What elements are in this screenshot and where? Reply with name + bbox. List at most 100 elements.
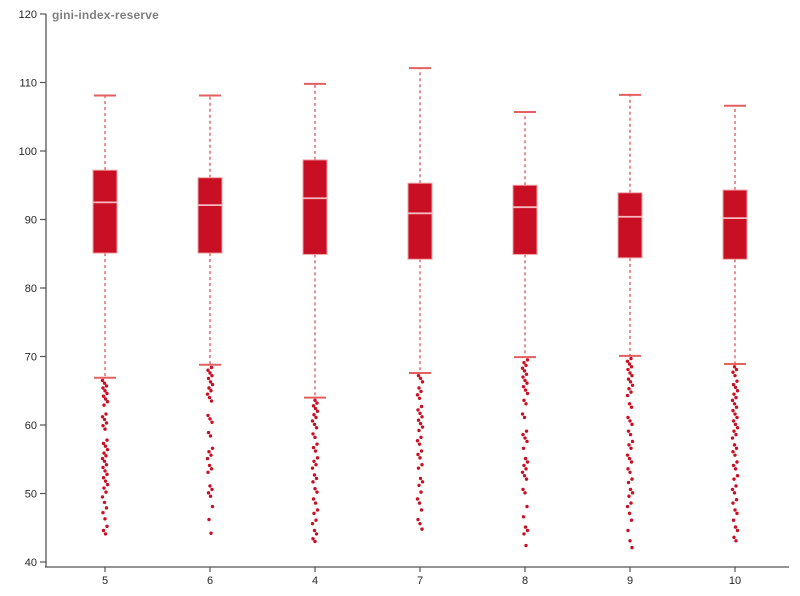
outlier-point xyxy=(415,497,420,501)
y-axis-tick-label: 90 xyxy=(25,215,37,227)
outlier-point xyxy=(419,508,424,512)
outlier-point xyxy=(628,371,632,375)
outlier-point xyxy=(101,423,105,428)
outlier-point xyxy=(626,377,631,381)
outlier-point xyxy=(311,537,315,541)
outlier-point xyxy=(311,404,316,408)
outlier-point xyxy=(520,470,525,474)
outlier-point xyxy=(206,470,210,474)
outlier-point xyxy=(629,446,633,450)
outlier-point xyxy=(418,411,422,416)
outlier-point xyxy=(209,467,214,471)
box[interactable] xyxy=(197,177,223,254)
outlier-point xyxy=(103,389,107,393)
outlier-point xyxy=(315,508,320,512)
outlier-point xyxy=(521,432,525,437)
outlier-point xyxy=(209,365,214,370)
outlier-point xyxy=(207,517,211,522)
outlier-point xyxy=(420,527,424,531)
outlier-point xyxy=(313,435,317,440)
outlier-point xyxy=(523,525,528,529)
outlier-point xyxy=(418,376,423,381)
box[interactable] xyxy=(302,159,328,255)
outlier-point xyxy=(101,528,106,533)
outlier-point xyxy=(522,369,527,373)
outlier-point xyxy=(103,397,108,401)
outlier-point xyxy=(101,510,105,515)
outlier-point xyxy=(102,500,107,505)
outlier-point xyxy=(207,463,212,468)
box[interactable] xyxy=(617,192,643,259)
outlier-point xyxy=(524,477,529,481)
outlier-point xyxy=(205,392,210,396)
outlier-point xyxy=(522,360,526,365)
box[interactable] xyxy=(512,184,538,255)
outlier-point xyxy=(734,395,738,400)
outlier-point xyxy=(313,406,318,411)
outlier-point xyxy=(735,426,740,430)
y-axis-tick-label: 70 xyxy=(25,352,37,364)
outlier-point xyxy=(525,528,530,533)
outlier-point xyxy=(312,413,316,417)
outlier-point xyxy=(735,389,740,393)
outlier-point xyxy=(626,415,630,420)
box[interactable] xyxy=(92,169,118,254)
outlier-point xyxy=(626,480,631,485)
outlier-point xyxy=(625,504,630,509)
outlier-point xyxy=(416,452,420,457)
box[interactable] xyxy=(722,189,748,260)
outlier-point xyxy=(520,366,525,370)
y-axis-tick-label: 50 xyxy=(25,489,37,501)
outlier-point xyxy=(522,415,527,420)
outlier-point xyxy=(310,521,315,526)
y-axis-tick-label: 80 xyxy=(25,283,37,295)
outlier-point xyxy=(521,515,526,519)
outlier-point xyxy=(104,454,108,458)
outlier-point xyxy=(311,480,315,484)
outlier-point xyxy=(735,379,739,383)
outlier-point xyxy=(627,362,632,366)
outlier-point xyxy=(104,463,109,467)
outlier-point xyxy=(734,484,738,488)
outlier-point xyxy=(733,412,737,416)
outlier-point xyxy=(105,524,109,529)
outlier-point xyxy=(416,373,421,378)
outlier-point xyxy=(103,444,108,448)
outlier-point xyxy=(626,467,630,471)
outlier-point xyxy=(313,539,317,544)
outlier-point xyxy=(734,539,738,543)
outlier-point xyxy=(627,443,631,447)
outlier-point xyxy=(734,446,739,450)
outlier-point xyxy=(315,490,319,494)
outlier-point xyxy=(210,382,215,387)
outlier-point xyxy=(315,401,319,405)
outlier-point xyxy=(525,504,529,509)
x-axis-tick-label: 4 xyxy=(312,575,318,587)
outlier-point xyxy=(732,392,736,396)
outlier-point xyxy=(102,459,107,464)
outlier-point xyxy=(419,449,424,453)
outlier-point xyxy=(419,490,423,494)
outlier-point xyxy=(210,487,214,492)
outlier-point xyxy=(416,466,421,470)
box[interactable] xyxy=(407,182,433,260)
outlier-point xyxy=(629,390,633,394)
outlier-point xyxy=(520,412,525,416)
outlier-point xyxy=(629,405,634,409)
outlier-point xyxy=(102,403,106,407)
outlier-point xyxy=(417,386,421,390)
outlier-point xyxy=(628,380,633,384)
outlier-point xyxy=(627,511,632,516)
outlier-point xyxy=(735,415,739,420)
outlier-point xyxy=(420,425,425,429)
outlier-point xyxy=(105,472,109,477)
outlier-point xyxy=(102,381,107,385)
outlier-point xyxy=(630,491,635,495)
outlier-point xyxy=(209,399,214,403)
outlier-point xyxy=(731,450,735,454)
outlier-point xyxy=(628,419,632,423)
outlier-point xyxy=(420,480,425,484)
outlier-point xyxy=(733,453,737,457)
outlier-point xyxy=(523,491,527,495)
